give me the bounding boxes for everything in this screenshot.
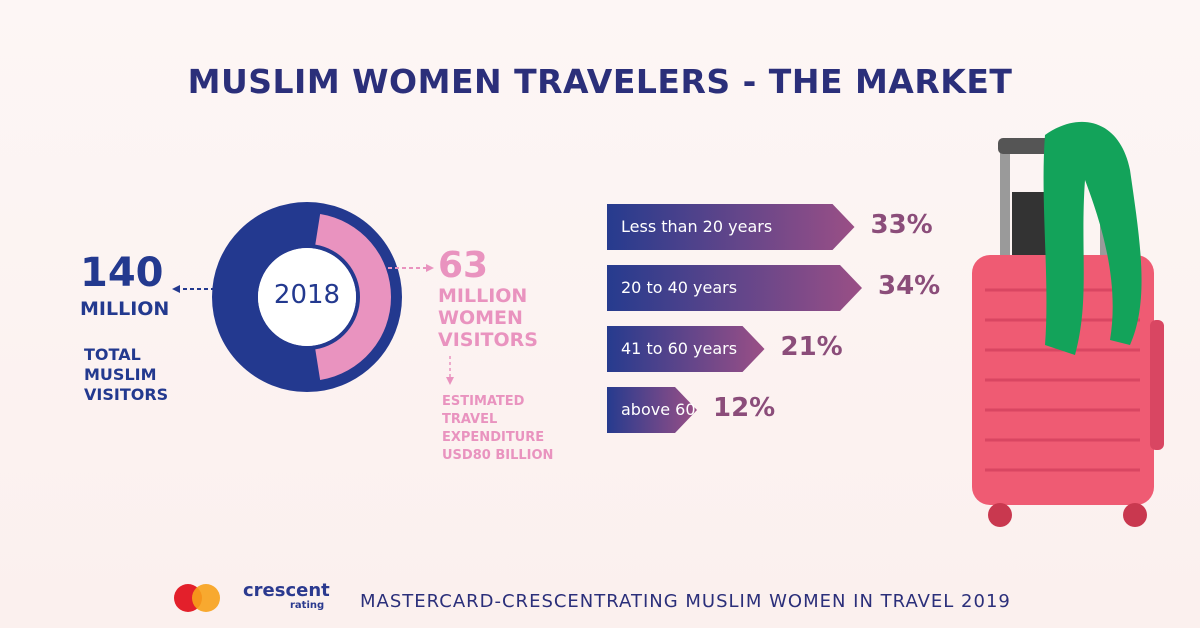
age-category: above 60 bbox=[621, 400, 696, 419]
suitcase bbox=[972, 121, 1164, 527]
donut bbox=[212, 202, 402, 392]
age-category: Less than 20 years bbox=[621, 217, 773, 236]
age-bar bbox=[607, 387, 697, 433]
logo-circle bbox=[192, 584, 220, 612]
part-value: 63 bbox=[438, 245, 489, 286]
title: MUSLIM WOMEN TRAVELERS - THE MARKET bbox=[187, 62, 1013, 101]
total-unit: MILLION bbox=[80, 298, 170, 320]
part-note: ESTIMATED TRAVEL EXPENDITURE USD80 BILLI… bbox=[442, 394, 554, 463]
arrowhead bbox=[172, 285, 180, 293]
donut-part bbox=[315, 214, 392, 380]
total-label: TOTAL MUSLIM VISITORS bbox=[84, 345, 169, 404]
donut-hole bbox=[258, 248, 356, 346]
age-bar bbox=[607, 204, 855, 250]
total-value: 140 bbox=[80, 250, 164, 296]
brand: crescent bbox=[243, 580, 330, 601]
age-bar bbox=[607, 326, 765, 372]
age-category: 20 to 40 years bbox=[621, 278, 738, 297]
bars bbox=[607, 204, 862, 433]
arrowhead bbox=[426, 264, 434, 272]
age-category: 41 to 60 years bbox=[621, 339, 738, 358]
age-bar bbox=[607, 265, 862, 311]
age-value: 21% bbox=[780, 332, 843, 362]
age-value: 12% bbox=[713, 393, 776, 423]
brand-sub: rating bbox=[290, 600, 325, 611]
age-value: 34% bbox=[878, 271, 941, 301]
center-label: 2018 bbox=[273, 280, 341, 310]
arrowhead bbox=[446, 377, 454, 385]
footer: MASTERCARD-CRESCENTRATING MUSLIM WOMEN I… bbox=[360, 591, 1011, 612]
age-value: 33% bbox=[870, 210, 933, 240]
part-unit: MILLION WOMEN VISITORS bbox=[438, 285, 538, 351]
